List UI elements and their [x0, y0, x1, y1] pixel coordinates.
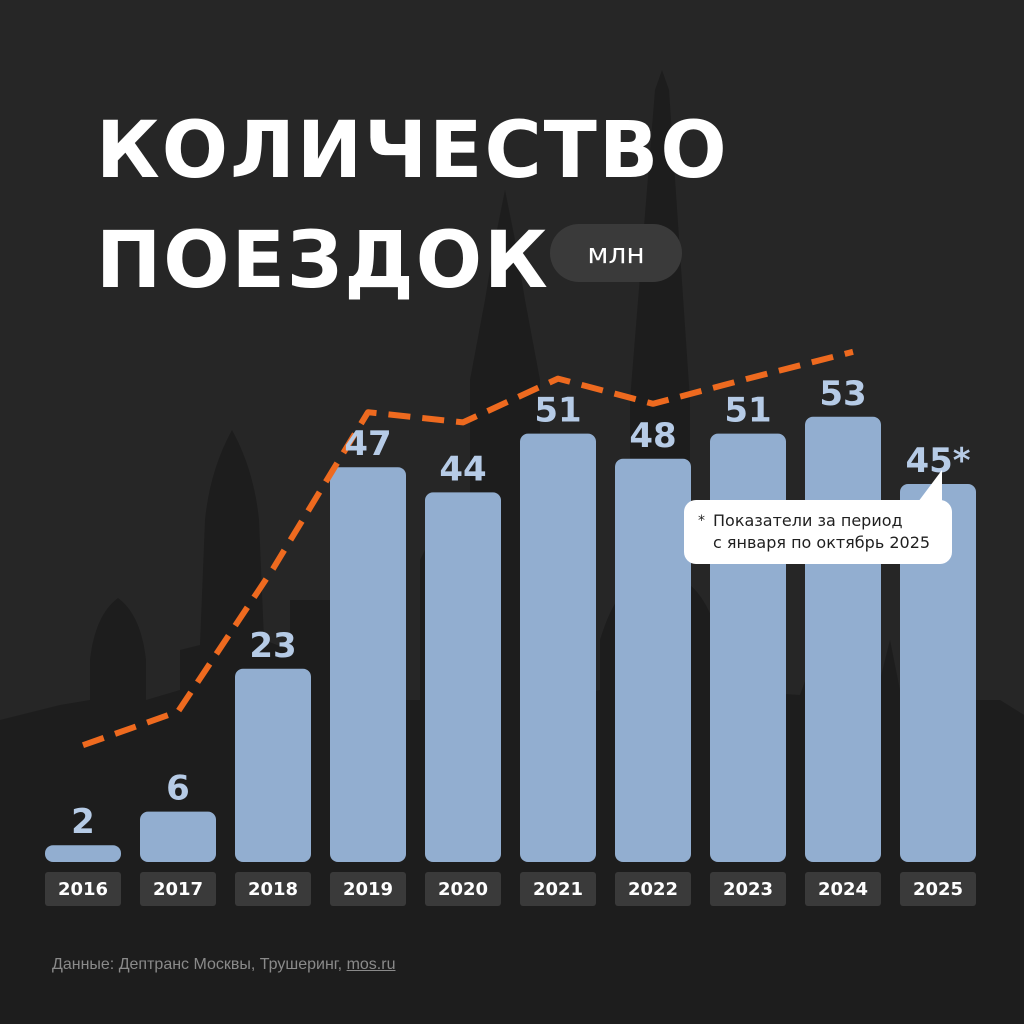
value-label-2020: 44: [439, 449, 486, 489]
year-badge-2017: [140, 872, 216, 906]
value-label-2019: 47: [344, 424, 391, 464]
source-note: Данные: Дептранс Москвы, Трушеринг, mos.…: [52, 956, 395, 974]
source-prefix: Данные: Дептранс Москвы, Трушеринг,: [52, 956, 347, 973]
year-badge-2018: [235, 872, 311, 906]
bar-2017: [140, 811, 216, 862]
value-label-2018: 23: [249, 626, 296, 666]
year-label-2021: 2021: [533, 879, 583, 900]
bar-2023: [710, 433, 786, 862]
value-label-2016: 2: [71, 802, 95, 842]
bar-2020: [425, 492, 501, 862]
value-label-2021: 51: [534, 391, 581, 431]
year-label-2020: 2020: [438, 879, 488, 900]
footnote-line-1: Показатели за период: [713, 511, 903, 530]
year-badge-2023: [710, 872, 786, 906]
year-label-2018: 2018: [248, 879, 298, 900]
trend-line: [81, 348, 854, 749]
callout-tail: [918, 470, 942, 502]
year-badge-2020: [425, 872, 501, 906]
value-label-2024: 53: [819, 374, 866, 414]
bar-2016: [45, 845, 121, 862]
year-badge-2021: [520, 872, 596, 906]
year-badge-2022: [615, 872, 691, 906]
year-label-2025: 2025: [913, 879, 963, 900]
bar-2021: [520, 433, 596, 862]
year-badge-2016: [45, 872, 121, 906]
value-label-2017: 6: [166, 769, 190, 809]
bar-2019: [330, 467, 406, 862]
value-label-2022: 48: [629, 416, 676, 456]
year-label-2017: 2017: [153, 879, 203, 900]
year-badge-2019: [330, 872, 406, 906]
page-title-line-1: КОЛИЧЕСТВО: [96, 106, 729, 196]
bar-2018: [235, 668, 311, 862]
footnote-marker: *: [698, 513, 705, 529]
bar-2025: [900, 484, 976, 862]
footnote-text: Показатели за период с января по октябрь…: [713, 510, 930, 564]
value-label-2023: 51: [724, 391, 771, 431]
year-badge-2025: [900, 872, 976, 906]
footnote-line-2: с января по октябрь 2025: [713, 533, 931, 552]
year-label-2023: 2023: [723, 879, 773, 900]
year-badge-2024: [805, 872, 881, 906]
footnote-callout: * Показатели за период с января по октяб…: [684, 500, 952, 564]
year-label-2016: 2016: [58, 879, 108, 900]
page-title-line-2: ПОЕЗДОК: [96, 216, 550, 306]
bar-2022: [615, 458, 691, 862]
year-label-2024: 2024: [818, 879, 868, 900]
unit-badge: млн: [550, 224, 682, 282]
year-label-2022: 2022: [628, 879, 678, 900]
source-link[interactable]: mos.ru: [346, 956, 396, 973]
year-label-2019: 2019: [343, 879, 393, 900]
bar-2024: [805, 416, 881, 862]
